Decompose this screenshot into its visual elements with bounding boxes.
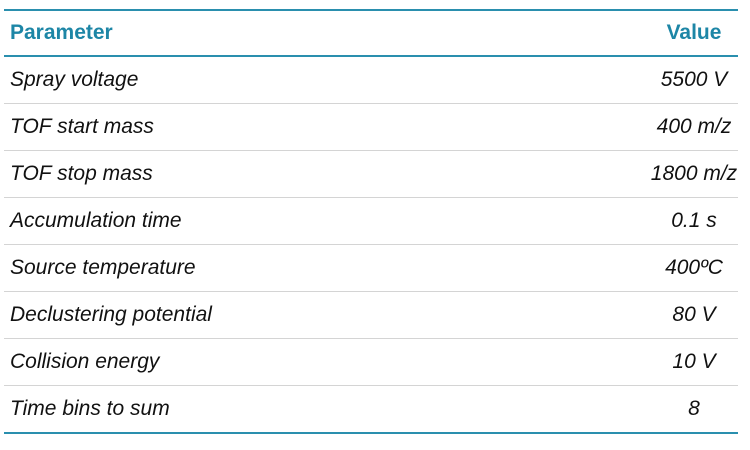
table-body: Spray voltage 5500 V TOF start mass 400 m/z… [4, 56, 738, 433]
table-row: TOF stop mass 1800 m/z [4, 150, 738, 198]
table-row: Declustering potential 80 V [4, 291, 738, 339]
parameter-cell: Declustering potential [4, 291, 310, 339]
value-cell: 400ºC [310, 244, 738, 292]
parameter-cell: Source temperature [4, 244, 310, 292]
value-cell: 400 m/z [310, 103, 738, 151]
header-cell: Parameter [4, 10, 310, 57]
table-header: Parameter Value [4, 10, 738, 57]
parameter-table: Parameter Value Spray voltage 5500 V TOF s… [4, 9, 738, 434]
value-cell: 80 V [310, 291, 738, 339]
value-cell: 0.1 s [310, 197, 738, 245]
value-cell: 10 V [310, 338, 738, 386]
table-row: Source temperature 400ºC [4, 244, 738, 292]
value-cell: 8 [688, 397, 700, 420]
value-cell: 1800 m/z [310, 150, 738, 198]
parameter-cell: Spray voltage [4, 56, 310, 104]
parameter-cell: Accumulation time [4, 197, 310, 245]
header-cell: Value [310, 10, 738, 57]
table-row: Spray voltage 5500 V [4, 56, 738, 104]
table-row: Accumulation time 0.1 s [4, 197, 738, 245]
value-cell: 5500 V [310, 56, 738, 104]
table-row: Collision energy 10 V [4, 338, 738, 386]
table-row: Time bins to sum 8 [4, 386, 738, 434]
header-row: Parameter Value [4, 10, 738, 57]
table-row: TOF start mass 400 m/z [4, 103, 738, 151]
parameter-cell: Time bins to sum [10, 397, 170, 420]
parameter-cell: Collision energy [4, 338, 310, 386]
parameter-cell: TOF start mass [4, 103, 310, 151]
parameter-cell: TOF stop mass [4, 150, 310, 198]
